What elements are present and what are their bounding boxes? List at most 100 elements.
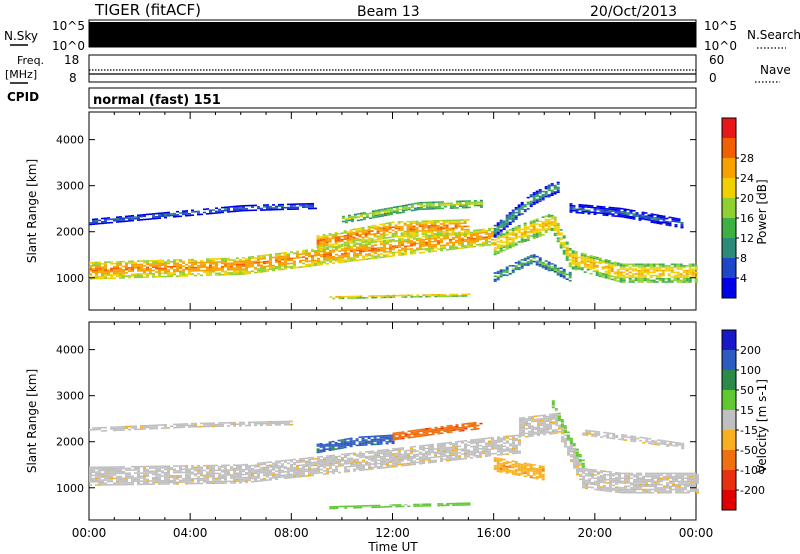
- velocity-cell: [512, 452, 515, 455]
- power-cell: [451, 230, 455, 233]
- power-cell: [391, 221, 395, 224]
- velocity-cell: [624, 472, 627, 475]
- power-cell: [476, 237, 479, 239]
- power-cell: [431, 201, 435, 204]
- velocity-cell: [239, 472, 242, 474]
- power-cell: [499, 226, 503, 228]
- velocity-cell: [588, 481, 591, 484]
- power-cell: [392, 240, 395, 243]
- power-cell: [311, 263, 314, 265]
- power-cell: [442, 224, 446, 227]
- velocity-cell: [564, 428, 567, 430]
- power-cell: [496, 237, 500, 240]
- power-cell: [562, 277, 566, 279]
- power-cell: [389, 208, 393, 211]
- power-cell: [104, 264, 107, 267]
- power-cell: [514, 236, 518, 238]
- velocity-cell: [332, 461, 335, 463]
- power-cell: [269, 268, 272, 270]
- velocity-cell: [233, 469, 236, 471]
- power-cell: [601, 266, 605, 269]
- power-cell: [608, 208, 612, 210]
- power-cell: [173, 216, 176, 218]
- power-cell: [179, 212, 182, 214]
- power-cell: [122, 275, 125, 277]
- power-cell: [128, 260, 131, 263]
- power-cell: [553, 224, 557, 227]
- power-cell: [263, 267, 266, 270]
- velocity-cell: [344, 453, 347, 455]
- velocity-cell: [116, 477, 119, 480]
- power-cell: [341, 217, 345, 219]
- velocity-cell: [107, 469, 110, 472]
- power-cell: [158, 217, 161, 219]
- power-cell: [443, 202, 447, 205]
- power-cell: [455, 203, 459, 206]
- velocity-cell: [146, 480, 149, 482]
- velocity-cell: [543, 417, 546, 420]
- power-cell: [544, 263, 548, 265]
- power-cell: [592, 259, 596, 261]
- velocity-cell: [443, 444, 446, 446]
- velocity-cell: [359, 464, 362, 467]
- power-cell: [547, 264, 551, 267]
- power-cell: [200, 274, 203, 277]
- power-cell: [538, 190, 542, 193]
- velocity-cell: [630, 482, 633, 484]
- power-cell: [691, 276, 695, 278]
- power-cell: [440, 239, 443, 242]
- power-cell: [367, 232, 371, 234]
- velocity-cell: [254, 477, 257, 479]
- velocity-cell: [555, 412, 558, 415]
- power-cell: [335, 247, 338, 249]
- power-cell: [526, 262, 530, 265]
- velocity-cell: [555, 417, 558, 420]
- power-cell: [215, 212, 218, 214]
- velocity-cell: [537, 423, 540, 425]
- velocity-cell: [158, 478, 161, 480]
- power-cell: [406, 220, 410, 223]
- power-cell: [329, 249, 332, 252]
- power-cell: [197, 266, 200, 269]
- power-cell: [143, 268, 146, 270]
- power-cell: [383, 246, 386, 249]
- velocity-cell: [173, 476, 176, 479]
- velocity-cell: [344, 456, 347, 459]
- power-cell: [370, 239, 374, 242]
- power-cell: [344, 260, 347, 263]
- velocity-cell: [476, 445, 479, 447]
- power-cell: [428, 201, 432, 204]
- power-cell: [421, 220, 425, 223]
- power-cell: [227, 269, 230, 271]
- power-cell: [626, 213, 630, 216]
- power-cell: [535, 228, 539, 230]
- power-cell: [221, 270, 224, 273]
- power-cell: [158, 267, 161, 270]
- velocity-cell: [648, 488, 651, 491]
- power-cell: [452, 293, 456, 296]
- power-cell: [619, 265, 623, 267]
- power-cell: [529, 225, 533, 227]
- velocity-cell: [245, 481, 248, 484]
- velocity-cell: [158, 480, 161, 482]
- velocity-cell: [609, 490, 612, 493]
- velocity-cell: [431, 451, 434, 454]
- power-cell: [248, 266, 251, 268]
- velocity-cell: [335, 467, 338, 469]
- power-cell: [616, 275, 620, 277]
- velocity-cell: [603, 486, 606, 489]
- velocity-cell: [494, 444, 497, 447]
- power-cell: [341, 295, 345, 298]
- power-cell: [439, 223, 443, 225]
- power-cell: [131, 265, 134, 267]
- velocity-cell: [137, 469, 140, 471]
- power-cell: [556, 237, 560, 239]
- power-cell: [389, 245, 392, 248]
- power-cell: [553, 267, 557, 270]
- velocity-cell: [413, 455, 416, 458]
- power-cell: [517, 210, 521, 213]
- power-cell: [523, 204, 527, 206]
- velocity-cell: [233, 474, 236, 476]
- velocity-cell: [582, 467, 585, 470]
- velocity-cell: [107, 484, 110, 486]
